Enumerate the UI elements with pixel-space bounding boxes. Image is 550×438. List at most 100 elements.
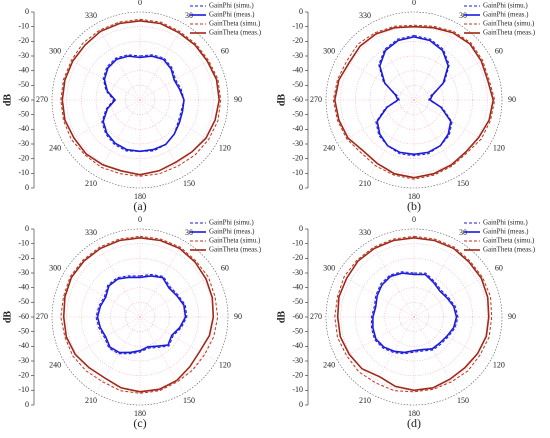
theta-label: 60 xyxy=(221,46,229,55)
r-tick-label: -20 xyxy=(18,253,29,262)
legend-label: GainPhi (simu.) xyxy=(209,219,254,227)
r-tick-label: -40 xyxy=(18,282,29,291)
spoke xyxy=(413,99,459,177)
spoke xyxy=(139,316,217,362)
r-tick-label: 0 xyxy=(25,7,29,16)
r-tick-label: -50 xyxy=(292,109,303,118)
r-tick-label: -20 xyxy=(18,36,29,45)
caption: (a) xyxy=(133,199,146,213)
legend-label: GainPhi (simu.) xyxy=(209,2,254,10)
theta-label: 330 xyxy=(85,228,97,237)
spoke xyxy=(63,272,141,318)
grid-ring xyxy=(384,287,444,347)
spoke xyxy=(369,240,415,318)
spoke xyxy=(95,23,141,101)
r-tick-label: -50 xyxy=(292,80,303,89)
r-tick-label: -20 xyxy=(292,370,303,379)
legend-label: GainPhi (simu.) xyxy=(483,2,528,10)
series-line xyxy=(62,236,215,393)
r-tick-label: -30 xyxy=(18,139,29,148)
legend-label: GainPhi (meas.) xyxy=(483,11,529,19)
r-tick-label: 0 xyxy=(25,224,29,233)
r-tick-label: -40 xyxy=(18,65,29,74)
y-axis-label: dB xyxy=(276,311,287,324)
r-tick-label: -50 xyxy=(18,80,29,89)
theta-label: 150 xyxy=(183,179,195,188)
theta-label: 60 xyxy=(221,263,229,272)
theta-label: 240 xyxy=(49,360,61,369)
r-tick-label: -10 xyxy=(18,21,29,30)
legend-label: GainPhi (meas.) xyxy=(209,11,255,19)
series-line xyxy=(61,19,221,176)
caption: (c) xyxy=(133,416,146,430)
theta-label: 90 xyxy=(508,95,516,104)
theta-label: 300 xyxy=(49,263,61,272)
spoke xyxy=(413,240,459,318)
legend-label: GainPhi (meas.) xyxy=(483,228,529,236)
theta-label: 330 xyxy=(359,11,371,20)
theta-label: 60 xyxy=(495,263,503,272)
r-tick-label: -40 xyxy=(292,282,303,291)
r-tick-label: -10 xyxy=(292,238,303,247)
legend-label: GainTheta (meas.) xyxy=(483,29,536,37)
r-tick-label: -50 xyxy=(18,297,29,306)
spoke xyxy=(369,23,415,101)
spoke xyxy=(337,272,415,318)
legend-label: GainPhi (meas.) xyxy=(209,228,255,236)
r-tick-label: -40 xyxy=(18,124,29,133)
spoke xyxy=(95,99,141,177)
grid-ring xyxy=(399,302,429,332)
series-line xyxy=(375,34,453,157)
r-tick-label: -10 xyxy=(292,21,303,30)
series-line xyxy=(376,36,452,156)
theta-label: 300 xyxy=(323,46,335,55)
theta-label: 30 xyxy=(185,11,193,20)
theta-label: 60 xyxy=(495,46,503,55)
r-tick-label: -30 xyxy=(292,268,303,277)
theta-label: 180 xyxy=(408,192,420,201)
spoke xyxy=(63,316,141,362)
theta-label: 30 xyxy=(459,11,467,20)
r-tick-label: 0 xyxy=(25,183,29,192)
theta-label: 0 xyxy=(412,215,416,224)
series-line xyxy=(95,273,188,355)
spoke xyxy=(139,99,185,177)
series-line xyxy=(334,235,493,393)
r-tick-label: 0 xyxy=(299,7,303,16)
legend-label: GainTheta (meas.) xyxy=(209,29,262,37)
series-line xyxy=(101,54,185,152)
r-tick-label: -10 xyxy=(18,238,29,247)
series-line xyxy=(371,271,459,355)
theta-label: 0 xyxy=(412,0,416,7)
r-tick-label: -20 xyxy=(292,36,303,45)
series-line xyxy=(96,275,187,354)
theta-label: 120 xyxy=(493,360,505,369)
r-tick-label: -40 xyxy=(292,341,303,350)
r-tick-label: -50 xyxy=(292,326,303,335)
series-line xyxy=(333,25,495,179)
r-tick-label: -10 xyxy=(292,385,303,394)
theta-label: 210 xyxy=(85,179,97,188)
r-tick-label: 0 xyxy=(299,224,303,233)
r-tick-label: -20 xyxy=(18,153,29,162)
legend-label: GainPhi (simu.) xyxy=(483,219,528,227)
r-tick-label: -30 xyxy=(18,356,29,365)
r-tick-label: -10 xyxy=(18,168,29,177)
theta-label: 150 xyxy=(457,179,469,188)
spoke xyxy=(413,99,491,145)
r-tick-label: -60 xyxy=(292,95,303,104)
spoke xyxy=(95,240,141,318)
spoke xyxy=(413,272,491,318)
legend-label: GainTheta (meas.) xyxy=(483,246,536,254)
r-tick-label: -40 xyxy=(292,65,303,74)
legend-label: GainTheta (simu.) xyxy=(483,20,535,28)
spoke xyxy=(413,316,459,394)
r-tick-label: -30 xyxy=(292,356,303,365)
theta-label: 30 xyxy=(459,228,467,237)
theta-label: 300 xyxy=(49,46,61,55)
grid-ring xyxy=(110,287,170,347)
r-tick-label: 0 xyxy=(25,400,29,409)
y-axis-label: dB xyxy=(276,94,287,107)
r-tick-label: -40 xyxy=(292,124,303,133)
